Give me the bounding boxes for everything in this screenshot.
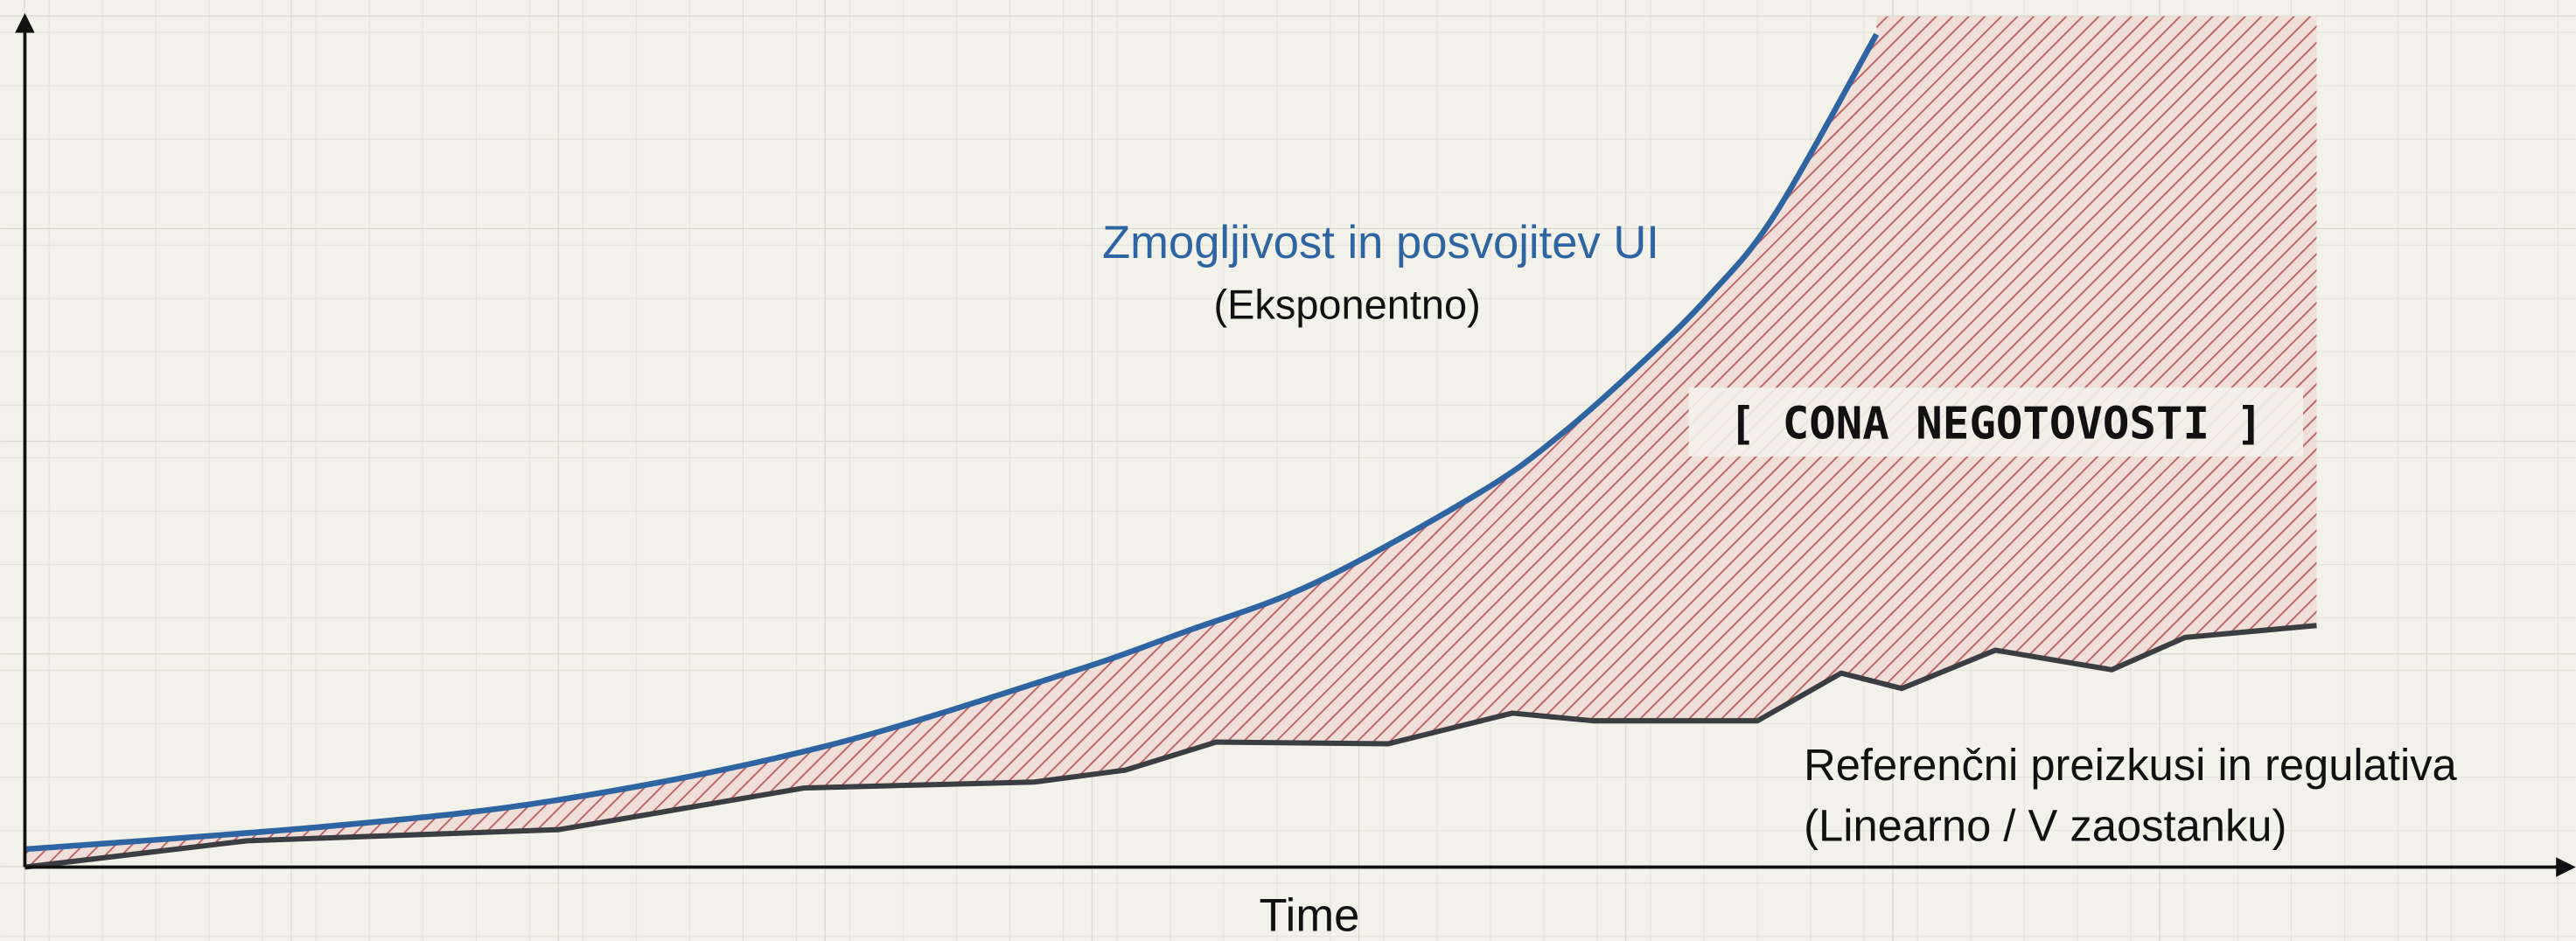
- series-label: Referenčni preizkusi in regulativa: [1804, 740, 2457, 790]
- annotation: (Linearno / V zaostanku): [1804, 800, 2286, 850]
- uncertainty-zone: [24, 16, 2317, 868]
- zone-label: [ CONA NEGOTOVOSTI ]: [1729, 397, 2263, 449]
- series-label: Zmogljivost in posvojitev UI: [1102, 217, 1659, 268]
- series-line: [24, 623, 2317, 870]
- x-axis-label: Time: [1259, 890, 1359, 941]
- annotation: (Eksponentno): [1213, 282, 1480, 327]
- series-line: [24, 32, 1880, 853]
- plot: [24, 16, 2317, 870]
- label-background: [1688, 387, 2304, 457]
